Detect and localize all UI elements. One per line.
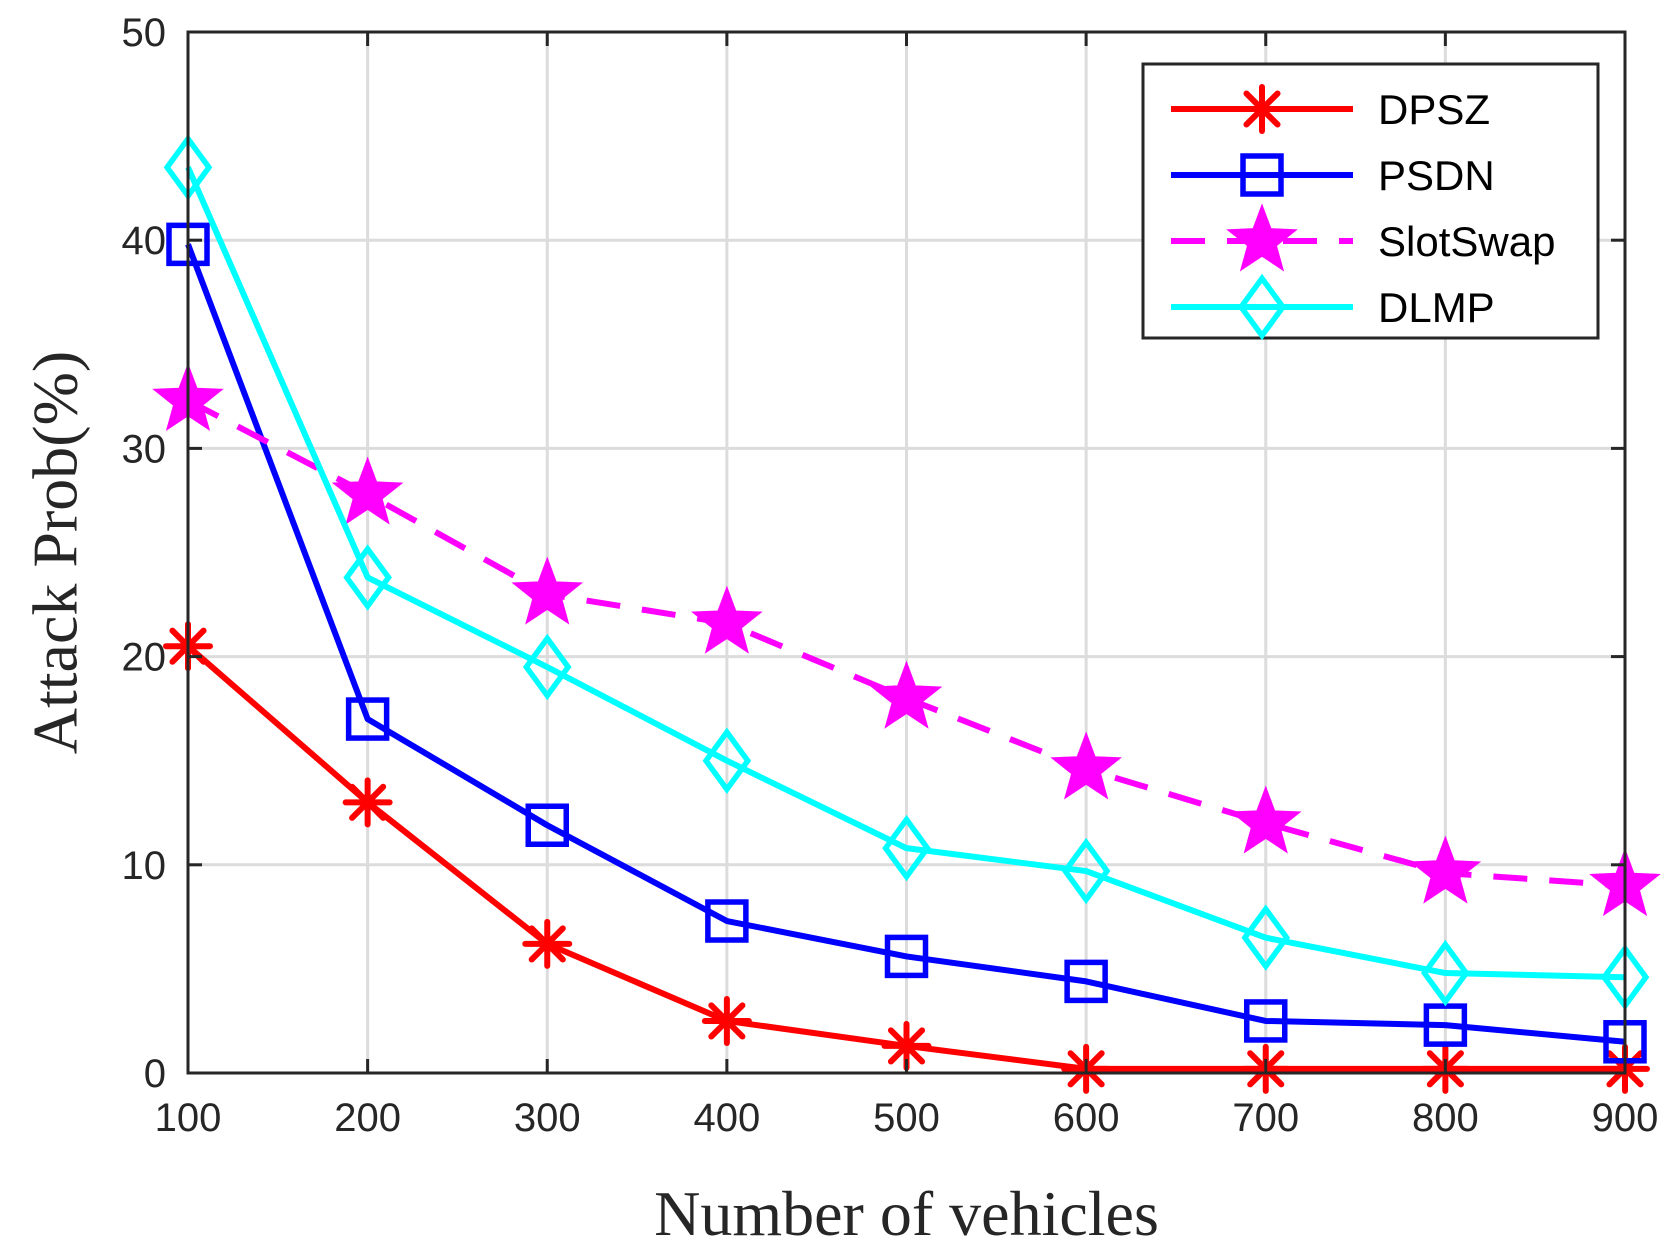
data-point	[511, 556, 584, 625]
data-point	[1409, 835, 1482, 904]
x-tick-label: 100	[155, 1096, 222, 1140]
legend-marker	[1240, 153, 1284, 197]
data-point	[342, 777, 393, 828]
x-tick-label: 800	[1412, 1096, 1479, 1140]
x-tick-label: 600	[1053, 1096, 1120, 1140]
y-tick-label: 0	[144, 1052, 166, 1096]
legend-item-dlmp: DLMP	[1171, 273, 1495, 341]
x-tick-label: 200	[334, 1096, 401, 1140]
y-tick-label: 50	[122, 11, 167, 55]
data-point	[1421, 939, 1470, 1007]
data-point	[882, 814, 931, 882]
tick-labels: 100 200 300 400 500 600 700 800 900 0 10 20 30 40 50	[122, 11, 1659, 1140]
legend-label: PSDN	[1378, 152, 1495, 199]
data-point	[1050, 731, 1122, 800]
data-point	[702, 727, 752, 794]
data-point	[701, 995, 752, 1046]
data-point	[691, 585, 763, 654]
legend-label: DPSZ	[1378, 86, 1490, 133]
data-point	[705, 899, 749, 943]
y-tick-label: 20	[122, 636, 167, 680]
data-point	[1229, 785, 1302, 854]
x-tick-label: 500	[873, 1096, 940, 1140]
data-point	[1064, 959, 1108, 1004]
data-point	[884, 934, 929, 979]
data-point	[522, 633, 572, 701]
legend: DPSZ PSDN SlotSwap DLMP	[1141, 62, 1600, 341]
x-axis-title: Number of vehicles	[654, 1178, 1159, 1249]
y-tick-label: 40	[122, 219, 167, 263]
y-tick-label: 10	[122, 844, 167, 888]
axes	[186, 30, 1627, 1075]
legend-item-psdn: PSDN	[1171, 152, 1495, 199]
x-tick-label: 900	[1592, 1096, 1659, 1140]
series-psdn	[166, 222, 1647, 1064]
legend-marker	[1226, 203, 1298, 272]
legend-item-slotswap: SlotSwap	[1171, 203, 1555, 272]
legend-item-dpsz: DPSZ	[1171, 84, 1490, 134]
series-line	[185, 243, 1626, 1045]
data-point	[522, 918, 573, 969]
data-point	[525, 803, 569, 847]
data-point	[331, 456, 404, 525]
legend-label: SlotSwap	[1378, 218, 1555, 265]
series-line	[185, 166, 1626, 981]
series-layer	[152, 134, 1661, 1094]
legend-marker	[1237, 84, 1287, 134]
series-dlmp	[163, 134, 1650, 1011]
data-point	[1241, 904, 1291, 971]
legend-marker	[1237, 273, 1287, 341]
y-axis-title: Attack Prob(%)	[20, 351, 91, 754]
data-point	[870, 660, 943, 729]
legend-label: DLMP	[1378, 284, 1495, 331]
data-point	[1244, 999, 1288, 1043]
x-tick-label: 400	[694, 1096, 761, 1140]
x-tick-label: 300	[514, 1096, 581, 1140]
legend-box	[1141, 62, 1600, 340]
data-point	[343, 544, 392, 611]
data-point	[345, 697, 390, 741]
data-point	[1061, 837, 1111, 905]
y-tick-label: 30	[122, 427, 167, 471]
x-tick-label: 700	[1232, 1096, 1299, 1140]
